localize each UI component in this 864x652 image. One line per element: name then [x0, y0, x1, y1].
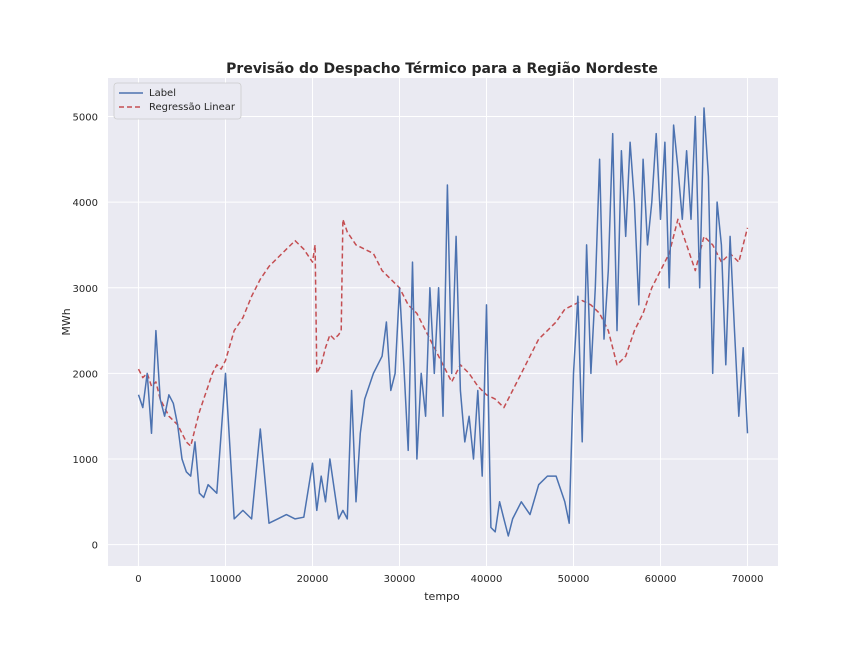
legend: Label Regressão Linear — [113, 82, 242, 120]
x-tick-label: 0 — [135, 574, 141, 585]
y-axis-label: MWh — [60, 308, 73, 335]
y-tick-label: 5000 — [73, 113, 98, 124]
y-tick-label: 0 — [92, 541, 98, 552]
legend-entry-regressao-linear: Regressão Linear — [149, 102, 236, 113]
plot-area — [108, 78, 778, 566]
x-axis-label: tempo — [424, 590, 460, 603]
chart-title: Previsão do Despacho Térmico para a Regi… — [226, 61, 658, 77]
y-tick-label: 4000 — [73, 198, 98, 209]
x-tick-label: 70000 — [732, 574, 764, 585]
x-tick-label: 60000 — [645, 574, 677, 585]
legend-entry-label: Label — [149, 88, 176, 99]
x-tick-label: 30000 — [384, 574, 416, 585]
y-tick-label: 2000 — [73, 369, 98, 380]
x-tick-label: 40000 — [471, 574, 503, 585]
legend-box — [113, 82, 242, 120]
x-tick-label: 10000 — [210, 574, 242, 585]
x-tick-label: 20000 — [297, 574, 329, 585]
y-tick-label: 3000 — [73, 284, 98, 295]
x-tick-label: 50000 — [558, 574, 590, 585]
series-line-label — [137, 107, 749, 537]
y-tick-label: 1000 — [73, 455, 98, 466]
